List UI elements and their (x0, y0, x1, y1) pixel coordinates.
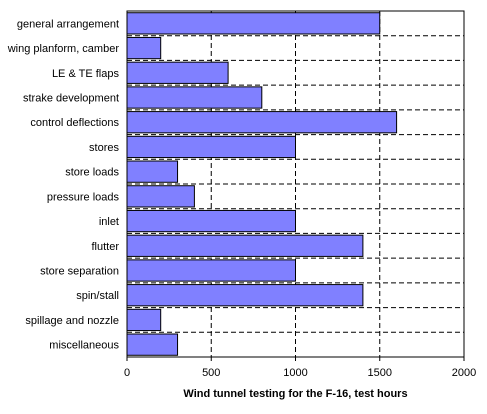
bar (126, 160, 179, 183)
category-label: pressure loads (47, 191, 120, 203)
category-label: wing planform, camber (7, 43, 120, 55)
bar (126, 135, 296, 159)
x-axis-ticks: 0 500 1000 1500 2000 (124, 357, 476, 379)
category-label: strake development (23, 93, 119, 105)
bar (126, 284, 364, 307)
bars (126, 12, 398, 356)
bar (126, 333, 179, 356)
category-label: spin/stall (76, 290, 119, 302)
bar (126, 86, 263, 109)
x-tick-label: 0 (124, 367, 130, 379)
bar (126, 12, 381, 35)
bar (126, 308, 162, 332)
category-label: flutter (91, 241, 119, 253)
category-label: control deflections (30, 117, 119, 129)
bar (126, 185, 195, 208)
category-label: stores (89, 142, 119, 154)
category-label: store loads (65, 167, 119, 179)
category-label: spillage and nozzle (25, 315, 119, 327)
category-labels: general arrangement wing planform, camber… (7, 18, 120, 351)
x-tick-label: 1500 (368, 367, 392, 379)
category-label: store separation (40, 266, 119, 278)
bar (126, 61, 229, 84)
bar (126, 111, 398, 134)
x-tick-label: 1000 (283, 367, 307, 379)
bar (126, 259, 296, 282)
category-label: general arrangement (17, 18, 119, 30)
category-label: miscellaneous (49, 340, 119, 352)
bar (126, 36, 162, 60)
x-tick-label: 2000 (452, 367, 476, 379)
category-label: inlet (99, 216, 119, 228)
x-axis-title: Wind tunnel testing for the F-16, test h… (183, 388, 407, 400)
bar (126, 209, 296, 233)
bar (126, 234, 364, 257)
category-label: LE & TE flaps (52, 68, 120, 80)
x-tick-label: 500 (202, 367, 220, 379)
